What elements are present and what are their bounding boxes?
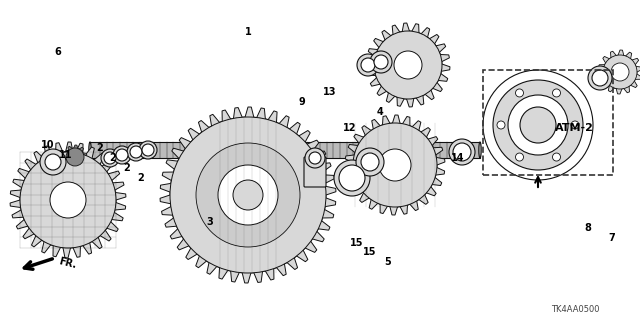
Circle shape [45, 154, 61, 170]
Text: 2: 2 [124, 163, 131, 173]
Polygon shape [188, 135, 308, 255]
Circle shape [379, 149, 411, 181]
Polygon shape [10, 142, 126, 258]
Text: 7: 7 [609, 233, 616, 243]
Polygon shape [366, 23, 450, 107]
Circle shape [453, 143, 471, 161]
Circle shape [361, 153, 379, 171]
Circle shape [233, 180, 263, 210]
Polygon shape [160, 107, 336, 283]
Text: 2: 2 [97, 143, 104, 153]
Text: FR.: FR. [58, 256, 78, 270]
Circle shape [113, 146, 131, 164]
Circle shape [603, 55, 637, 89]
Circle shape [40, 149, 66, 175]
Circle shape [139, 141, 157, 159]
Circle shape [515, 153, 524, 161]
Circle shape [218, 165, 278, 225]
Circle shape [356, 148, 384, 176]
Text: 10: 10 [41, 140, 55, 150]
Text: 4: 4 [376, 107, 383, 117]
Circle shape [552, 153, 561, 161]
Circle shape [116, 149, 128, 161]
Circle shape [449, 139, 475, 165]
Circle shape [515, 89, 524, 97]
Text: 2: 2 [109, 153, 116, 163]
Text: ATM-2: ATM-2 [555, 123, 594, 133]
Text: 1: 1 [244, 27, 252, 37]
Circle shape [101, 149, 119, 167]
Circle shape [305, 148, 325, 168]
Text: 12: 12 [343, 123, 356, 133]
Circle shape [493, 80, 583, 170]
Circle shape [142, 144, 154, 156]
Text: 2: 2 [138, 173, 145, 183]
Circle shape [334, 160, 370, 196]
Circle shape [370, 51, 392, 73]
Circle shape [353, 123, 437, 207]
Circle shape [66, 148, 84, 166]
Polygon shape [598, 50, 640, 94]
Polygon shape [345, 115, 445, 215]
FancyBboxPatch shape [304, 157, 326, 187]
Circle shape [592, 70, 608, 86]
Ellipse shape [89, 142, 92, 158]
Text: 14: 14 [451, 153, 465, 163]
Circle shape [497, 121, 505, 129]
Circle shape [20, 152, 116, 248]
Text: TK4AA0500: TK4AA0500 [552, 305, 600, 314]
Circle shape [50, 182, 86, 218]
Text: 3: 3 [207, 217, 213, 227]
Circle shape [196, 143, 300, 247]
Circle shape [552, 89, 561, 97]
Circle shape [508, 95, 568, 155]
Ellipse shape [479, 142, 481, 158]
Text: 8: 8 [584, 223, 591, 233]
Polygon shape [63, 145, 87, 169]
Circle shape [339, 165, 365, 191]
Circle shape [127, 143, 145, 161]
Circle shape [374, 31, 442, 99]
Circle shape [130, 146, 142, 158]
Circle shape [394, 51, 422, 79]
Circle shape [611, 63, 629, 81]
Circle shape [357, 54, 379, 76]
Circle shape [104, 152, 116, 164]
Circle shape [483, 70, 593, 180]
Bar [90, 142, 480, 158]
Circle shape [588, 66, 612, 90]
Text: 15: 15 [364, 247, 377, 257]
Text: 13: 13 [323, 87, 337, 97]
Circle shape [170, 117, 326, 273]
Circle shape [520, 107, 556, 143]
Text: 15: 15 [350, 238, 364, 248]
Bar [483, 70, 613, 175]
Circle shape [361, 58, 375, 72]
Circle shape [374, 55, 388, 69]
Circle shape [309, 152, 321, 164]
Text: 11: 11 [60, 150, 73, 160]
Circle shape [571, 121, 579, 129]
Text: 5: 5 [385, 257, 392, 267]
Text: 6: 6 [54, 47, 61, 57]
Text: 9: 9 [299, 97, 305, 107]
